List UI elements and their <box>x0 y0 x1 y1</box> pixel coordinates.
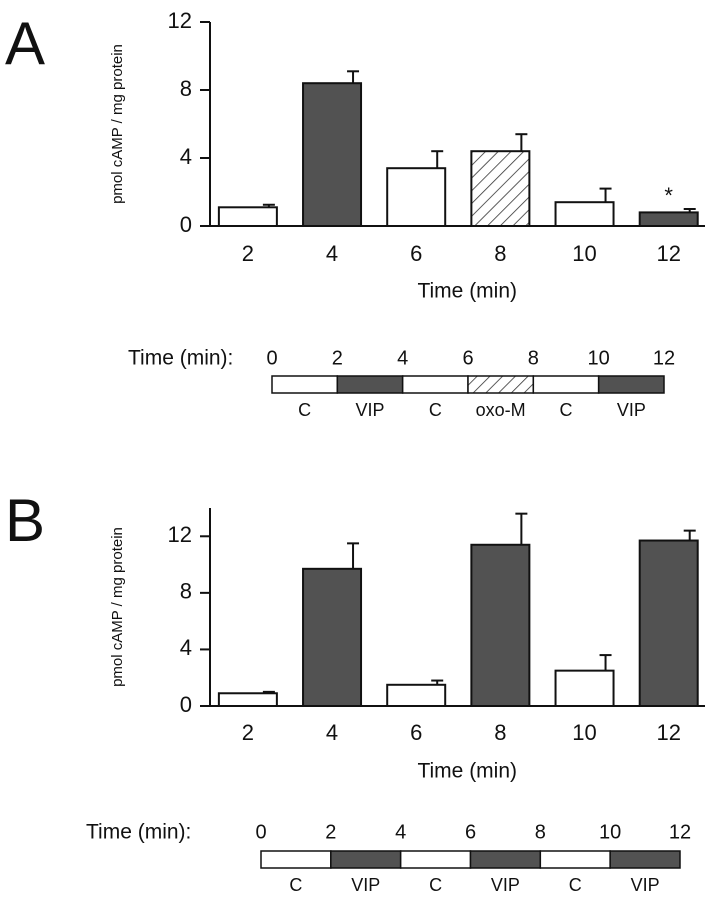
protocol-tick-label: 10 <box>599 821 621 843</box>
y-tick-label: 0 <box>180 692 192 717</box>
protocol-tick-label: 4 <box>397 347 408 369</box>
x-tick-label: 8 <box>494 720 506 745</box>
bar <box>554 669 615 708</box>
protocol-segment <box>271 375 339 394</box>
protocol-segment <box>609 850 681 869</box>
bar <box>217 206 278 228</box>
protocol-segment <box>330 850 402 869</box>
protocol-tick-label: 2 <box>332 347 343 369</box>
protocol-segment-label: C <box>298 400 311 420</box>
y-tick-label: 8 <box>180 579 192 604</box>
protocol-segment <box>467 375 535 394</box>
x-tick-label: 2 <box>242 241 254 266</box>
bar <box>638 539 699 707</box>
y-tick-label: 0 <box>180 212 192 237</box>
protocol-segment <box>401 375 469 394</box>
bar <box>217 692 278 707</box>
protocol-segment-label: oxo-M <box>476 400 526 420</box>
y-tick-label: 12 <box>168 8 192 33</box>
x-tick-label: 6 <box>410 720 422 745</box>
x-axis-title: Time (min) <box>417 760 517 783</box>
protocol-segment-label: VIP <box>351 875 380 895</box>
protocol-tick-label: 12 <box>669 821 691 843</box>
protocol-tick-label: 8 <box>535 821 546 843</box>
bar <box>470 150 531 227</box>
protocol-tick-label: 10 <box>588 347 610 369</box>
y-tick-label: 12 <box>168 522 192 547</box>
x-tick-label: 6 <box>410 241 422 266</box>
protocol-tick-label: 12 <box>653 347 675 369</box>
panel-label: A <box>5 10 45 77</box>
protocol-segment <box>260 850 332 869</box>
x-tick-label: 4 <box>326 720 338 745</box>
protocol-segment <box>597 375 665 394</box>
protocol-segment <box>539 850 611 869</box>
protocol-segment-label: C <box>429 400 442 420</box>
bar <box>386 167 447 227</box>
x-tick-label: 2 <box>242 720 254 745</box>
x-tick-label: 12 <box>656 720 680 745</box>
y-axis-title: pmol cAMP / mg protein <box>109 44 126 204</box>
y-axis-title: pmol cAMP / mg protein <box>109 527 126 687</box>
x-tick-label: 8 <box>494 241 506 266</box>
protocol-segment-label: C <box>569 875 582 895</box>
bar <box>554 201 615 227</box>
protocol-segment-label: C <box>560 400 573 420</box>
bar <box>386 683 447 707</box>
protocol-tick-label: 0 <box>255 821 266 843</box>
bar-annotation: * <box>664 183 673 208</box>
protocol-segment <box>399 850 472 869</box>
protocol-segment-label: VIP <box>491 875 520 895</box>
bar <box>638 211 699 227</box>
protocol-segment <box>336 375 404 394</box>
bar <box>470 543 531 707</box>
protocol-tick-label: 6 <box>465 821 476 843</box>
protocol-segment <box>532 375 600 394</box>
protocol-segment <box>469 850 542 869</box>
protocol-title: Time (min): <box>128 347 233 370</box>
protocol-tick-label: 6 <box>462 347 473 369</box>
protocol-tick-label: 2 <box>325 821 336 843</box>
protocol-segment-label: C <box>289 875 302 895</box>
protocol-segment-label: C <box>429 875 442 895</box>
y-tick-label: 4 <box>180 144 192 169</box>
panel-label: B <box>5 487 45 554</box>
bar <box>302 567 363 707</box>
x-tick-label: 12 <box>656 241 680 266</box>
x-tick-label: 10 <box>572 241 596 266</box>
x-axis-title: Time (min) <box>417 280 517 303</box>
protocol-tick-label: 0 <box>266 347 277 369</box>
x-tick-label: 4 <box>326 241 338 266</box>
bar <box>302 82 363 227</box>
protocol-title: Time (min): <box>86 821 191 844</box>
protocol-segment-label: VIP <box>355 400 384 420</box>
protocol-tick-label: 8 <box>528 347 539 369</box>
y-tick-label: 4 <box>180 635 192 660</box>
y-tick-label: 8 <box>180 76 192 101</box>
protocol-segment-label: VIP <box>617 400 646 420</box>
protocol-segment-label: VIP <box>631 875 660 895</box>
x-tick-label: 10 <box>572 720 596 745</box>
protocol-tick-label: 4 <box>395 821 406 843</box>
